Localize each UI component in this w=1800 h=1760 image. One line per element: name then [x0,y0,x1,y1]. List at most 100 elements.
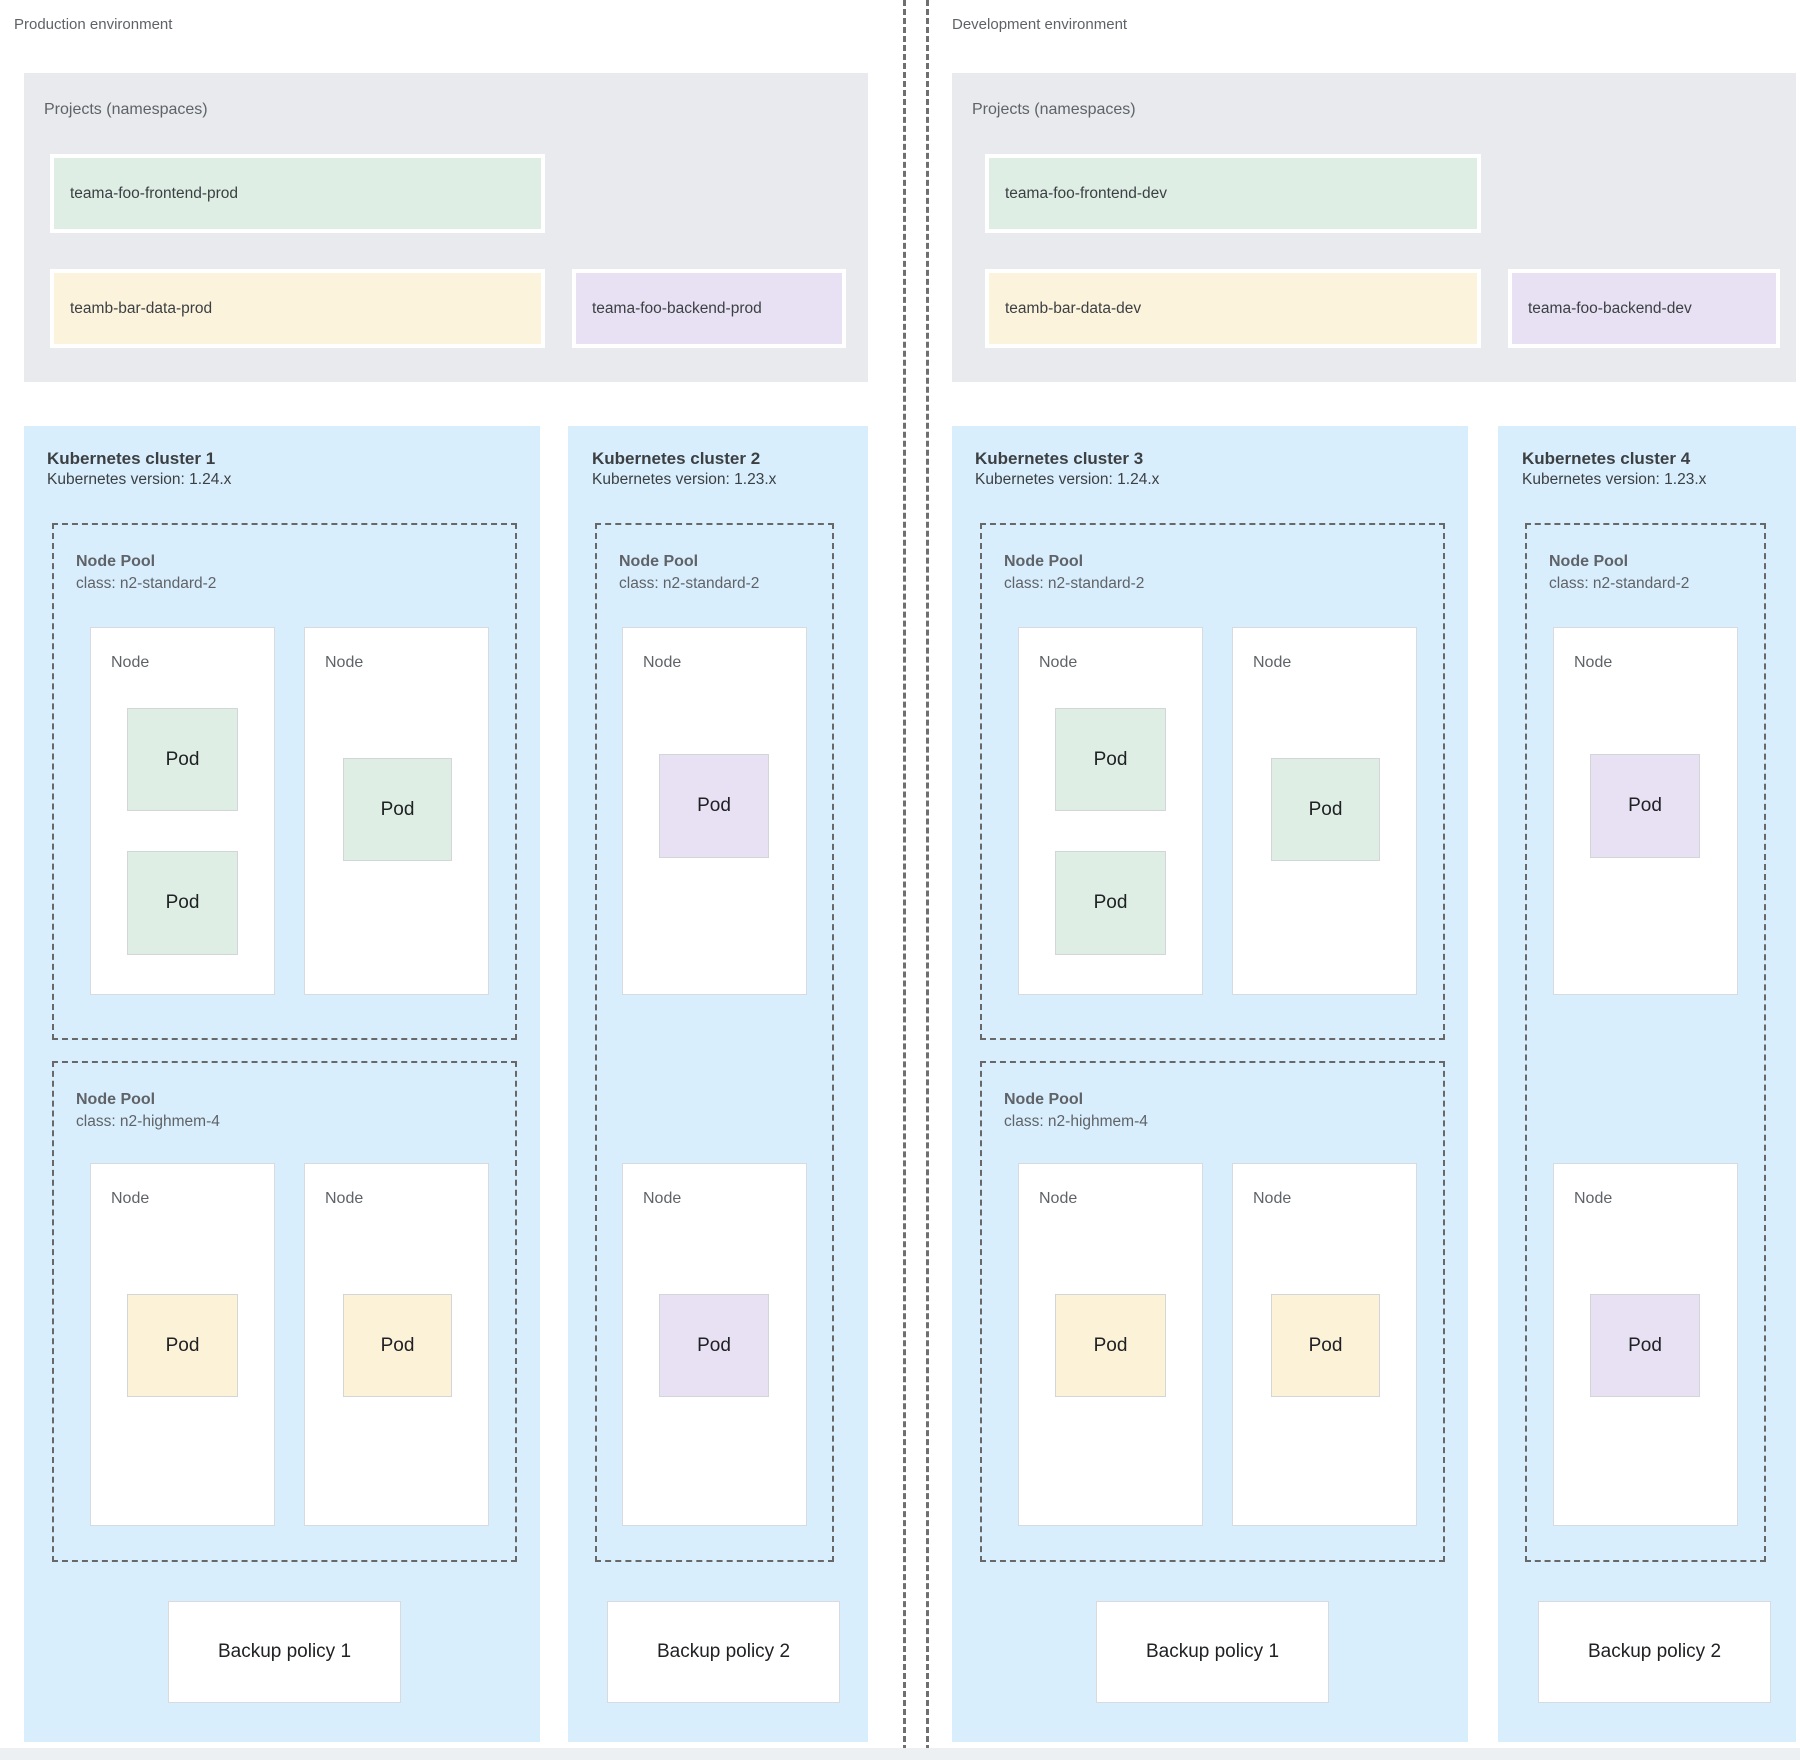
pod-box: Pod [1055,708,1166,811]
cluster-panel-1: Kubernetes cluster 1 Kubernetes version:… [24,426,540,1742]
pod-label: Pod [697,795,731,816]
cluster-panel-4: Kubernetes cluster 4 Kubernetes version:… [1498,426,1796,1742]
backup-policy-box: Backup policy 2 [1538,1601,1771,1703]
namespace-box-data-prod: teamb-bar-data-prod [50,269,545,348]
projects-panel-dev: Projects (namespaces) teama-foo-frontend… [952,73,1796,382]
pod-box: Pod [1055,1294,1166,1397]
node-label: Node [1253,1190,1292,1207]
node-box: Node Pod [1553,1163,1738,1526]
pod-label: Pod [1308,798,1343,820]
node-label: Node [643,1190,682,1207]
node-label: Node [1039,1190,1078,1207]
pod-box: Pod [127,708,238,811]
environment-label-production: Production environment [14,16,173,33]
pod-label: Pod [1628,795,1662,816]
environment-divider-line [903,0,906,1760]
namespace-label: teamb-bar-data-prod [70,299,213,317]
node-box: Node Pod [304,627,489,995]
pod-label: Pod [1628,1334,1662,1356]
node-label: Node [111,654,150,671]
pod-box: Pod [127,851,238,955]
node-pool-title: Node Pool [76,553,156,570]
pod-box: Pod [1590,1294,1700,1397]
node-pool-label: Node Pool class: n2-highmem-4 [1004,1089,1148,1133]
node-box: Node Pod Pod [1018,627,1203,995]
cluster-name: Kubernetes cluster 3 [975,449,1144,468]
cluster-name: Kubernetes cluster 2 [592,449,761,468]
backup-policy-box: Backup policy 2 [607,1601,840,1703]
pod-box: Pod [659,754,769,858]
node-label: Node [325,654,364,671]
node-pool-title: Node Pool [1549,553,1629,570]
pod-label: Pod [1093,892,1128,913]
node-label: Node [1574,654,1613,671]
cluster-title: Kubernetes cluster 4 Kubernetes version:… [1522,448,1706,490]
node-box: Node Pod [622,1163,807,1526]
backup-policy-box: Backup policy 1 [168,1601,401,1703]
cluster-title: Kubernetes cluster 1 Kubernetes version:… [47,448,231,490]
environment-divider-line [926,0,929,1760]
node-label: Node [1253,654,1292,671]
pod-label: Pod [1093,748,1128,770]
node-label: Node [643,654,682,671]
cluster-panel-2: Kubernetes cluster 2 Kubernetes version:… [568,426,868,1742]
projects-title: Projects (namespaces) [972,101,1136,118]
cluster-title: Kubernetes cluster 2 Kubernetes version:… [592,448,776,490]
backup-policy-label: Backup policy 2 [1587,1641,1722,1662]
node-pool-label: Node Pool class: n2-standard-2 [76,551,216,595]
node-pool-title: Node Pool [619,553,699,570]
node-label: Node [325,1190,364,1207]
namespace-box-frontend-dev: teama-foo-frontend-dev [985,154,1481,233]
backup-policy-label: Backup policy 1 [1145,1641,1280,1662]
pod-label: Pod [697,1334,731,1356]
cluster-version: Kubernetes version: 1.23.x [592,471,777,488]
node-pool-highmem: Node Pool class: n2-highmem-4 [52,1061,517,1562]
node-box: Node Pod [304,1163,489,1526]
namespace-label: teama-foo-frontend-dev [1005,184,1167,202]
projects-panel-prod: Projects (namespaces) teama-foo-frontend… [24,73,868,382]
node-pool-class: class: n2-highmem-4 [76,1113,220,1130]
pod-box: Pod [343,1294,452,1397]
node-pool-standard: Node Pool class: n2-standard-2 [595,523,834,1562]
node-pool-class: class: n2-standard-2 [76,575,217,592]
node-pool-class: class: n2-highmem-4 [1004,1113,1148,1130]
node-box: Node Pod Pod [90,627,275,995]
namespace-box-frontend-prod: teama-foo-frontend-prod [50,154,545,233]
pod-label: Pod [1093,1334,1128,1356]
cluster-name: Kubernetes cluster 1 [47,449,216,468]
namespace-label: teama-foo-backend-dev [1528,299,1692,317]
backup-policy-label: Backup policy 1 [217,1641,352,1662]
node-pool-class: class: n2-standard-2 [619,575,760,592]
pod-box: Pod [659,1294,769,1397]
node-pool-class: class: n2-standard-2 [1004,575,1145,592]
cluster-version: Kubernetes version: 1.24.x [47,471,232,488]
cluster-title: Kubernetes cluster 3 Kubernetes version:… [975,448,1159,490]
pod-label: Pod [380,1334,415,1356]
projects-title: Projects (namespaces) [44,101,208,118]
node-label: Node [111,1190,150,1207]
node-box: Node Pod [1232,627,1417,995]
node-box: Node Pod [622,627,807,995]
node-pool-label: Node Pool class: n2-standard-2 [619,551,759,595]
node-label: Node [1574,1190,1613,1207]
cluster-version: Kubernetes version: 1.23.x [1522,471,1707,488]
node-box: Node Pod [1553,627,1738,995]
cluster-name: Kubernetes cluster 4 [1522,449,1691,468]
namespace-box-backend-prod: teama-foo-backend-prod [572,269,846,348]
node-box: Node Pod [1018,1163,1203,1526]
pod-label: Pod [380,798,415,820]
cluster-version: Kubernetes version: 1.24.x [975,471,1160,488]
node-pool-label: Node Pool class: n2-standard-2 [1004,551,1144,595]
node-label: Node [1039,654,1078,671]
namespace-label: teama-foo-frontend-prod [70,184,239,202]
pod-box: Pod [127,1294,238,1397]
pod-box: Pod [1271,1294,1380,1397]
backup-policy-label: Backup policy 2 [656,1641,791,1662]
pod-box: Pod [1590,754,1700,858]
cluster-panel-3: Kubernetes cluster 3 Kubernetes version:… [952,426,1468,1742]
node-box: Node Pod [90,1163,275,1526]
node-pool-label: Node Pool class: n2-highmem-4 [76,1089,220,1133]
pod-label: Pod [1308,1334,1343,1356]
pod-box: Pod [1055,851,1166,955]
